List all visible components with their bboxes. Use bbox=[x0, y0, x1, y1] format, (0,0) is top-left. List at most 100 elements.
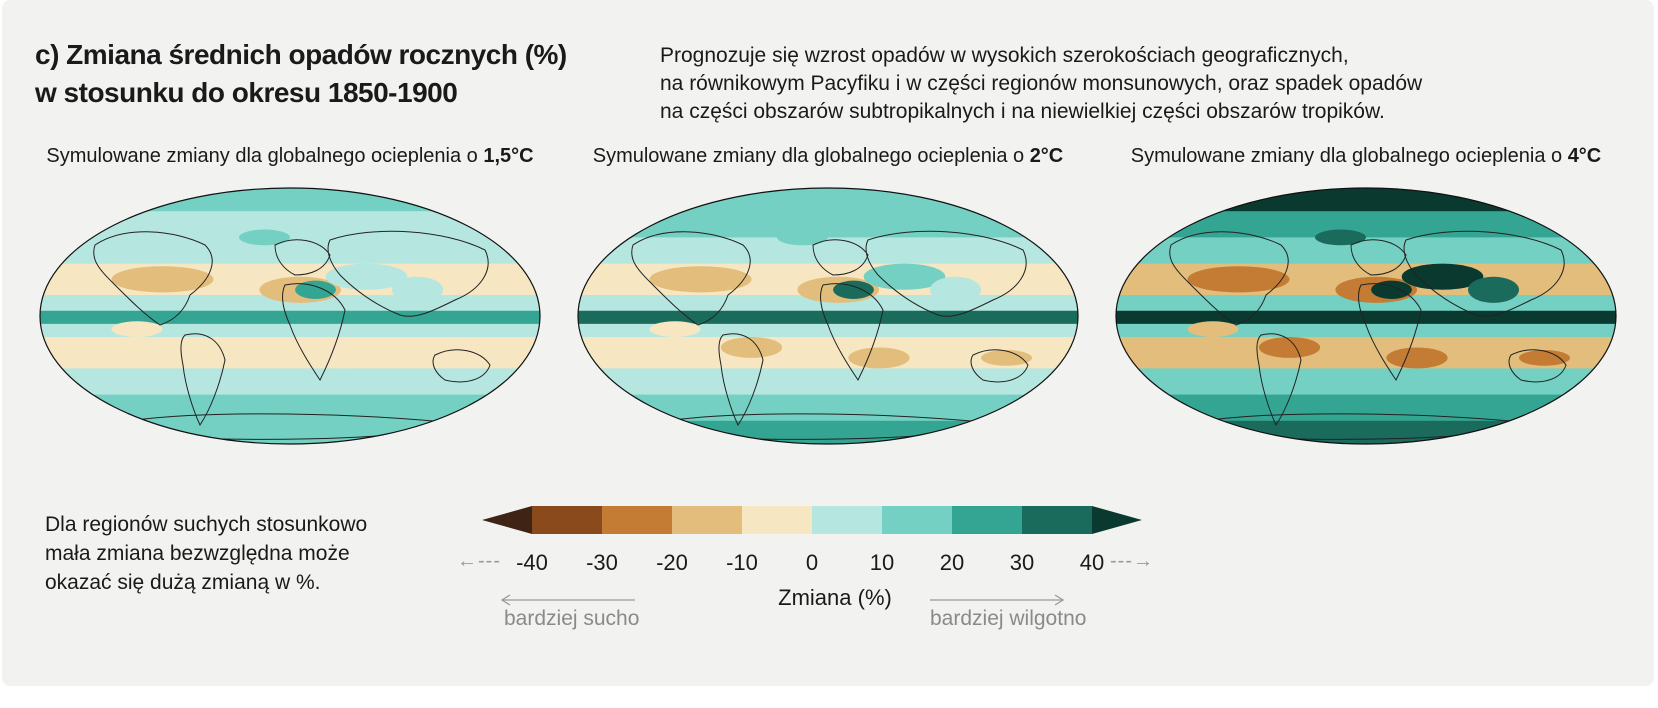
precip-patch bbox=[981, 350, 1032, 366]
precip-patch bbox=[649, 266, 752, 293]
precip-band bbox=[578, 368, 1078, 396]
map-border bbox=[39, 187, 541, 445]
precip-patch bbox=[833, 280, 874, 299]
world-map-2c bbox=[577, 187, 1079, 445]
precip-patch bbox=[111, 321, 163, 337]
precip-patch bbox=[1258, 336, 1321, 358]
precip-patch bbox=[848, 347, 910, 369]
colorbar-bin-5 bbox=[812, 506, 882, 534]
map-panel-1-5c: Symulowane zmiany dla globalnego ocieple… bbox=[30, 145, 550, 455]
precip-band bbox=[40, 211, 540, 239]
colorbar-bin-3 bbox=[672, 506, 742, 534]
precip-patch bbox=[1187, 321, 1239, 337]
precip-band bbox=[578, 211, 1078, 239]
continent-outline bbox=[327, 230, 489, 317]
continent-outline bbox=[1508, 349, 1567, 383]
description: Prognozuje się wzrost opadów w wysokich … bbox=[660, 42, 1560, 126]
map-caption-text: Symulowane zmiany dla globalnego ocieple… bbox=[1130, 145, 1568, 167]
colorbar-bin-8 bbox=[1022, 506, 1092, 534]
warming-level-label: 2°C bbox=[1029, 145, 1064, 167]
wetter-label: bardziej wilgotno bbox=[930, 607, 1087, 630]
precip-patch bbox=[777, 229, 828, 246]
continent-outline bbox=[93, 231, 213, 326]
precip-patch bbox=[720, 336, 783, 358]
precip-patch bbox=[111, 266, 214, 293]
continent-outline bbox=[820, 283, 884, 381]
precip-band bbox=[578, 237, 1078, 265]
precip-patch bbox=[310, 347, 372, 369]
tick-label: -40 bbox=[516, 550, 548, 575]
precip-patch bbox=[863, 263, 946, 290]
continent-outline bbox=[432, 349, 491, 383]
tick-label: 10 bbox=[869, 550, 895, 575]
warming-level-label: 4°C bbox=[1567, 145, 1602, 167]
map-fill bbox=[578, 188, 1078, 444]
continent-outline bbox=[1350, 239, 1407, 276]
map-fill bbox=[1116, 188, 1616, 444]
precip-band bbox=[578, 310, 1078, 325]
precip-patch bbox=[325, 263, 408, 290]
tick-label: -30 bbox=[586, 550, 618, 575]
note-line-3: okazać się dużą zmianą w %. bbox=[45, 571, 321, 594]
tick-label: 30 bbox=[1009, 550, 1035, 575]
tick-label: 20 bbox=[939, 550, 965, 575]
title-line-2: w stosunku do okresu 1850-1900 bbox=[35, 77, 458, 108]
precip-band bbox=[578, 188, 1078, 213]
continent-outline bbox=[718, 333, 764, 427]
map-caption-1-5c: Symulowane zmiany dla globalnego ocieple… bbox=[30, 145, 550, 168]
precip-band bbox=[1116, 368, 1616, 396]
continent-outline bbox=[1358, 283, 1422, 381]
precip-patch bbox=[1401, 263, 1484, 290]
description-line-3: na części obszarów subtropikalnych i na … bbox=[660, 100, 1385, 123]
tick-label: -10 bbox=[726, 550, 758, 575]
world-map-4c bbox=[1115, 187, 1617, 445]
precip-band bbox=[1116, 420, 1616, 444]
tick-label: -20 bbox=[656, 550, 688, 575]
direction-arrows bbox=[500, 594, 1065, 606]
dry-regions-note: Dla regionów suchych stosunkowo mała zmi… bbox=[45, 510, 445, 597]
colorbar-bin-4 bbox=[742, 506, 812, 534]
warming-level-label: 1,5°C bbox=[483, 145, 534, 167]
description-line-1: Prognozuje się wzrost opadów w wysokich … bbox=[660, 44, 1349, 67]
precip-band bbox=[40, 237, 540, 265]
precip-patch bbox=[443, 350, 494, 366]
title-line-1: c) Zmiana średnich opadów rocznych (%) bbox=[35, 39, 567, 70]
precip-patch bbox=[295, 280, 336, 299]
precip-patch bbox=[649, 321, 701, 337]
precip-band bbox=[1116, 188, 1616, 213]
precip-band bbox=[40, 188, 540, 213]
continent-outline bbox=[865, 230, 1027, 317]
continent-outline bbox=[274, 239, 331, 276]
precip-patch bbox=[239, 229, 290, 246]
continent-outline bbox=[180, 333, 226, 427]
precip-band bbox=[1116, 211, 1616, 239]
continent-outline bbox=[970, 349, 1029, 383]
precip-band bbox=[1116, 237, 1616, 265]
precip-patch bbox=[392, 276, 443, 303]
colorbar-bin-1 bbox=[532, 506, 602, 534]
continent-outline bbox=[1256, 333, 1302, 427]
continent-outline bbox=[282, 283, 346, 381]
map-border bbox=[1115, 187, 1617, 445]
precip-patch bbox=[1187, 266, 1290, 293]
color-legend: ←--- ---→ -40 -30 -20 -10 0 10 20 30 40 … bbox=[455, 500, 1215, 640]
description-line-2: na równikowym Pacyfiku i w części region… bbox=[660, 72, 1423, 95]
precip-patch bbox=[930, 276, 981, 303]
colorbar-high-arrow bbox=[1092, 506, 1142, 534]
map-caption-4c: Symulowane zmiany dla globalnego ocieple… bbox=[1106, 145, 1626, 168]
tick-label: 0 bbox=[805, 550, 819, 575]
dashed-right-arrow-icon: ---→ bbox=[1110, 550, 1154, 572]
precip-patch bbox=[182, 336, 245, 358]
legend-axis-label: Zmiana (%) bbox=[778, 585, 892, 610]
continent-outline bbox=[631, 231, 751, 326]
precip-band bbox=[40, 310, 540, 325]
precip-band bbox=[578, 394, 1078, 422]
continent-outline bbox=[812, 239, 869, 276]
map-caption-text: Symulowane zmiany dla globalnego ocieple… bbox=[46, 145, 484, 167]
colorbar bbox=[482, 506, 1142, 534]
tick-label: 40 bbox=[1079, 550, 1105, 575]
precip-patch bbox=[1519, 350, 1570, 366]
world-map-1-5c bbox=[39, 187, 541, 445]
precip-band bbox=[40, 323, 540, 338]
map-panel-2c: Symulowane zmiany dla globalnego ocieple… bbox=[568, 145, 1088, 455]
